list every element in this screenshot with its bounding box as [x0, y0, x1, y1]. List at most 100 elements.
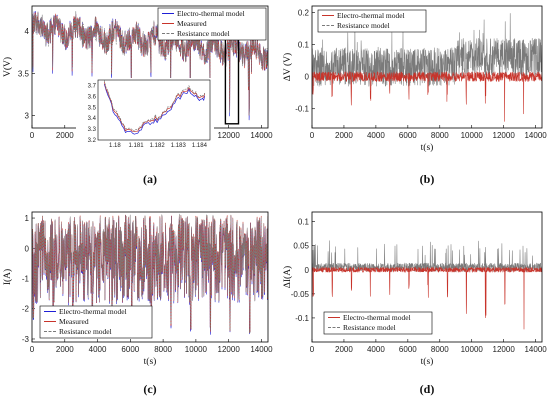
legend-entry-a: Resistance model — [177, 29, 230, 38]
x-tick-label-c: 12000 — [218, 345, 241, 354]
y-tick-label-a: 3.5 — [18, 69, 30, 78]
legend-entry-d: Resistance model — [343, 323, 396, 332]
y-tick-label-b: 0 — [305, 73, 310, 82]
caption-b: (b) — [420, 172, 435, 186]
y-tick-label-b: -0.1 — [295, 105, 309, 114]
inset-y-tick-label: 3.2 — [88, 138, 97, 144]
inset-frame — [97, 79, 211, 141]
series-line-electro-thermal-d — [312, 267, 542, 330]
x-tick-label-d: 12000 — [493, 345, 516, 354]
x-tick-label-a: 0 — [30, 131, 35, 140]
inset-y-tick-label: 3.5 — [88, 105, 97, 111]
x-tick-label-a: 12000 — [218, 131, 241, 140]
x-tick-label-b: 12000 — [493, 131, 516, 140]
y-tick-label-c: -3 — [22, 335, 30, 344]
legend-a — [157, 7, 267, 41]
y-tick-label-d: 0.05 — [293, 242, 309, 251]
x-tick-label-b: 10000 — [461, 131, 484, 140]
y-axis-label-a: V(V) — [2, 57, 13, 77]
x-tick-label-c: 8000 — [154, 345, 172, 354]
x-tick-label-c: 2000 — [56, 345, 74, 354]
x-axis-label-b: t(s) — [421, 142, 434, 153]
x-axis-label-c: t(s) — [144, 356, 157, 367]
caption-d: (d) — [420, 382, 435, 396]
series-line-resistance-c — [32, 213, 268, 334]
y-tick-label-d: 0 — [305, 266, 310, 275]
inset-line-resistance — [103, 80, 206, 132]
x-tick-label-b: 8000 — [431, 131, 449, 140]
y-tick-label-b: 0.2 — [298, 8, 310, 17]
y-tick-label-a: 3 — [25, 111, 30, 120]
legend-entry-c: Resistance model — [59, 327, 112, 336]
y-tick-label-d: -0.1 — [295, 314, 309, 323]
inset-y-tick-label: 3.4 — [88, 116, 97, 122]
inset-y-tick-label: 3.6 — [88, 94, 97, 100]
x-tick-label-d: 2000 — [335, 345, 353, 354]
inset-x-tick-label: 1.18 — [109, 143, 121, 149]
inset-x-tick-label: 1.182 — [150, 143, 166, 149]
series-group-d — [312, 240, 542, 330]
y-tick-label-a: 4 — [25, 27, 30, 36]
x-tick-label-a: 14000 — [250, 131, 273, 140]
x-tick-label-b: 14000 — [524, 131, 547, 140]
y-tick-label-c: 0 — [25, 244, 30, 253]
legend-entry-b: Electro-thermal model — [337, 11, 405, 20]
y-tick-label-b: 0.1 — [298, 41, 310, 50]
inset-line-electro-thermal — [103, 83, 206, 135]
chart-b: 0 2000 4000 6000 8000 10000 12000 14000 -0.1 0 0.1… — [282, 5, 547, 186]
y-axis-label-d: ΔI(A) — [282, 266, 293, 288]
inset-y-tick-label: 3.7 — [88, 83, 97, 89]
caption-a: (a) — [143, 172, 157, 186]
plot-frame-b — [311, 5, 543, 129]
inset-y-tick-label: 3.3 — [88, 127, 97, 133]
inset-a: 1.18 1.181 1.182 1.183 1.184 3.2 3.3 3.4 3.5 3.6 3… — [76, 78, 214, 152]
x-tick-label-d: 0 — [310, 345, 315, 354]
x-axis-label-d: t(s) — [421, 356, 434, 367]
caption-c: (c) — [143, 382, 156, 396]
y-tick-label-c: -1 — [22, 275, 30, 284]
inset-line-measured — [103, 82, 206, 132]
y-tick-label-c: 1 — [25, 214, 30, 223]
chart-d: 0 2000 4000 6000 8000 10000 12000 14000 -0.1 -0.0… — [282, 211, 547, 396]
x-tick-label-c: 6000 — [121, 345, 139, 354]
x-tick-label-c: 4000 — [89, 345, 107, 354]
series-group-b — [312, 13, 542, 122]
chart-c: 0 2000 4000 6000 8000 10000 12000 14000 -3 -2 -1 0 1… — [2, 211, 273, 396]
x-tick-label-b: 4000 — [367, 131, 385, 140]
x-tick-label-d: 4000 — [367, 345, 385, 354]
x-tick-label-c: 14000 — [250, 345, 273, 354]
x-tick-label-a: 2000 — [56, 131, 74, 140]
y-tick-label-d: 0.1 — [298, 218, 310, 227]
y-tick-label-d: -0.05 — [291, 290, 310, 299]
legend-c — [39, 305, 153, 339]
x-tick-label-b: 2000 — [335, 131, 353, 140]
legend-b — [317, 9, 427, 33]
legend-entry-b: Resistance model — [337, 21, 390, 30]
plot-frame-d — [311, 211, 543, 343]
inset-x-tick-label: 1.181 — [129, 143, 145, 149]
series-group-c — [32, 213, 268, 335]
x-tick-label-d: 14000 — [524, 345, 547, 354]
inset-x-tick-label: 1.184 — [192, 143, 208, 149]
series-line-resistance-a — [32, 11, 268, 116]
legend-entry-c: Measured — [59, 317, 89, 326]
legend-d — [323, 311, 433, 335]
plot-frame-c — [31, 211, 269, 343]
chart-a: 0200040006000800010000120001400033.54t(s… — [2, 5, 273, 186]
y-axis-label-b: ΔV (V) — [282, 53, 293, 81]
legend-entry-a: Measured — [177, 19, 207, 28]
x-tick-label-c: 10000 — [185, 345, 208, 354]
y-axis-label-c: I(A) — [2, 269, 13, 285]
legend-entry-c: Electro-thermal model — [59, 307, 127, 316]
series-group-a — [32, 11, 268, 121]
series-line-electro-thermal-b — [312, 71, 542, 122]
inset-x-tick-label: 1.183 — [171, 143, 187, 149]
x-tick-label-d: 8000 — [431, 345, 449, 354]
x-tick-label-c: 0 — [30, 345, 35, 354]
x-tick-label-d: 10000 — [461, 345, 484, 354]
legend-entry-a: Electro-thermal model — [177, 9, 245, 18]
x-tick-label-d: 6000 — [399, 345, 417, 354]
series-line-resistance-b — [312, 13, 542, 87]
x-tick-label-b: 0 — [310, 131, 315, 140]
